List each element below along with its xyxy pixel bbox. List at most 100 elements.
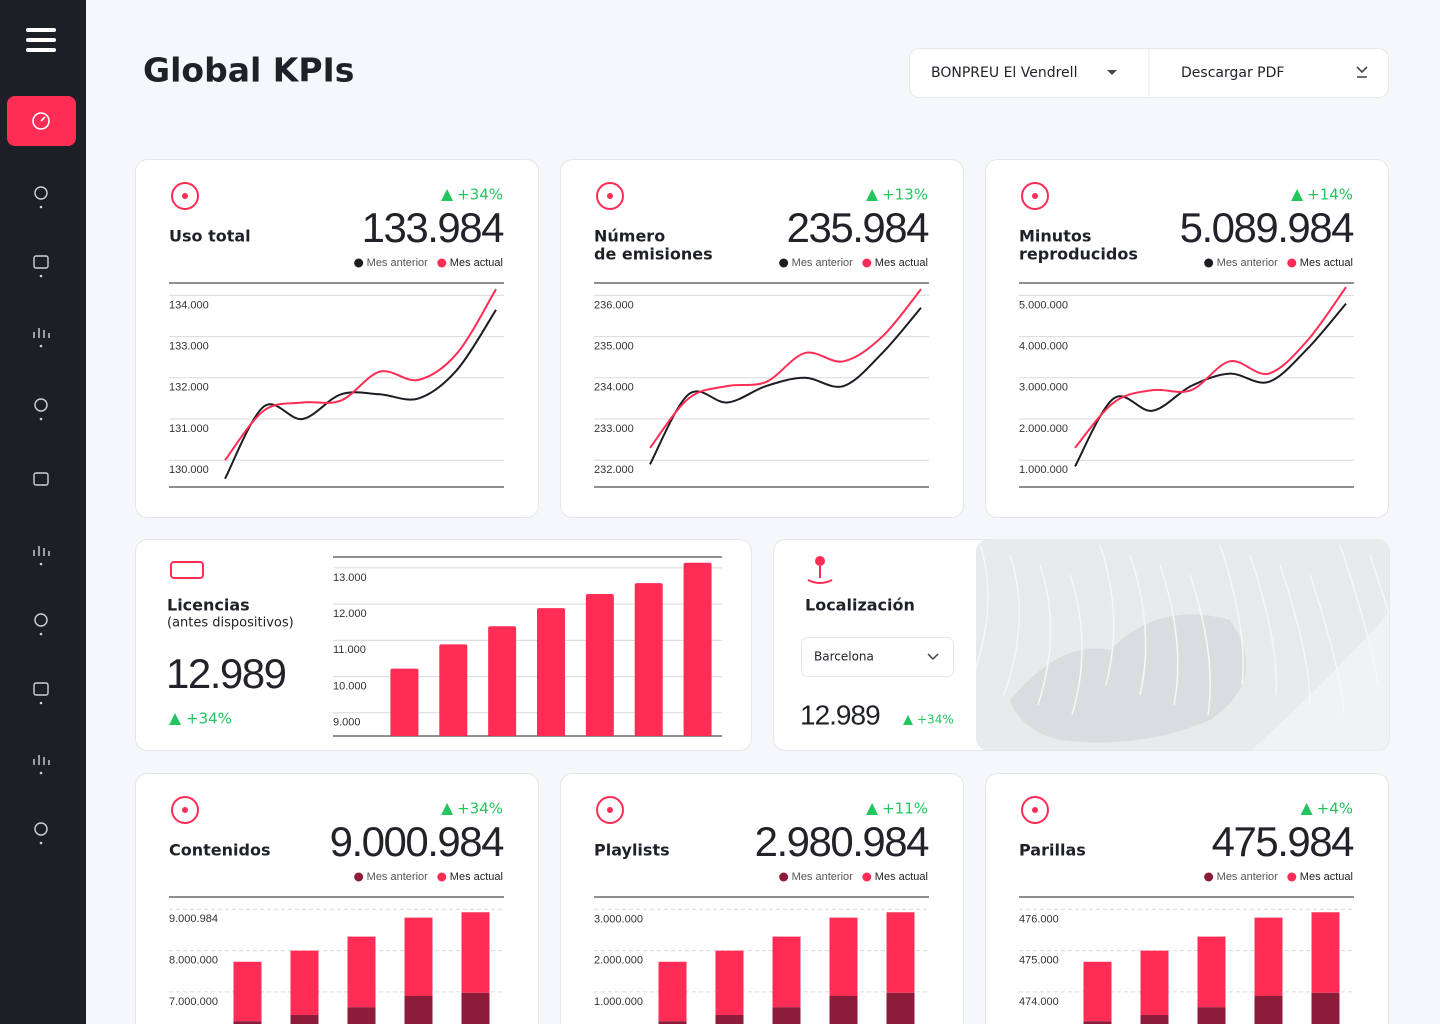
legend-dot [354, 258, 364, 268]
bar [537, 608, 565, 736]
bar-segment [347, 1007, 376, 1024]
legend-dot [779, 258, 789, 268]
nav-item[interactable] [34, 398, 48, 421]
card-title: Parillas [1019, 841, 1086, 860]
nav-item[interactable] [33, 755, 50, 775]
store-select[interactable]: BONPREU El Vendrell [931, 65, 1117, 81]
nav-item[interactable] [33, 328, 50, 348]
nav-icon [33, 472, 49, 486]
legend-dot [862, 258, 872, 268]
change-arrow [866, 189, 879, 201]
nav-icon [34, 822, 48, 836]
bar-segment [1254, 996, 1283, 1024]
card-icon-dot [1032, 807, 1038, 813]
legend-dot [354, 872, 364, 882]
legend-dot [437, 872, 447, 882]
bar-segment [715, 1014, 744, 1024]
y-tick-label: 10.000 [333, 680, 367, 692]
bar-segment [233, 961, 262, 1022]
y-tick-label: 234.000 [594, 382, 634, 394]
nav-item[interactable] [33, 682, 49, 705]
nav-item[interactable] [33, 546, 50, 566]
bar-segment [772, 936, 801, 1008]
nav-icon [34, 613, 48, 627]
map-road [1037, 564, 1052, 706]
card-icon-dot [607, 193, 613, 199]
nav-item[interactable] [34, 613, 48, 636]
map-road [1309, 574, 1345, 716]
bar-segment [1311, 912, 1340, 993]
bar-segment [1083, 1021, 1112, 1024]
change-arrow [169, 713, 181, 725]
change-value: +14% [1307, 186, 1353, 204]
y-tick-label: 9.000 [333, 717, 361, 729]
map-road [1099, 544, 1115, 686]
card-title: Minutos [1019, 227, 1091, 246]
city-select-label: Barcelona [814, 650, 874, 664]
nav-item[interactable] [33, 255, 49, 278]
card [135, 159, 539, 518]
card [985, 159, 1389, 518]
map-road [1129, 554, 1147, 696]
legend-label: Mes anterior [1217, 257, 1278, 269]
map-road [1249, 554, 1278, 696]
bar-segment [290, 1014, 319, 1024]
nav-item[interactable] [34, 822, 48, 845]
change-value: +34% [457, 800, 503, 818]
sidebar [0, 0, 86, 1024]
change-value: +34% [457, 186, 503, 204]
legend-label: Mes actual [1300, 871, 1353, 883]
y-tick-label: 12.000 [333, 608, 367, 620]
map-road [1069, 574, 1083, 716]
bar-segment [1311, 992, 1340, 1024]
series-line [1074, 286, 1347, 449]
map-road [976, 544, 989, 686]
bar [488, 626, 517, 736]
legend-label: Mes anterior [367, 871, 428, 883]
bar-segment [404, 996, 433, 1024]
y-tick-label: 233.000 [594, 423, 634, 435]
bar [634, 583, 663, 736]
nav-icon [34, 398, 48, 412]
nav-dot [39, 274, 43, 278]
chevron [927, 653, 939, 661]
y-tick-label: 8.000.000 [169, 955, 218, 967]
kpi-value: 9.000.984 [330, 818, 504, 865]
card-title: reproducidos [1019, 245, 1138, 264]
card-title: Playlists [594, 841, 670, 860]
nav-icon [33, 255, 49, 269]
nav-item[interactable] [33, 472, 49, 486]
nav-item[interactable] [34, 186, 48, 209]
bar-segment [886, 912, 915, 993]
map-road [1003, 554, 1020, 696]
bar-segment [658, 961, 687, 1022]
series-line [224, 288, 497, 461]
y-tick-label: 2.000.000 [1019, 423, 1068, 435]
y-tick-label: 1.000.000 [594, 996, 643, 1008]
change-value: +11% [882, 800, 928, 818]
bar-segment [461, 992, 490, 1024]
card-icon [1021, 796, 1049, 824]
card-title: Licencias [167, 596, 250, 615]
y-tick-label: 11.000 [333, 644, 366, 656]
download-icon [1356, 66, 1368, 78]
bar-segment [1140, 1014, 1169, 1024]
map-city [1010, 614, 1246, 743]
nav-dot [39, 562, 43, 566]
card-title: Localización [805, 596, 915, 615]
y-tick-label: 235.000 [594, 340, 634, 352]
legend-dot [1204, 258, 1214, 268]
map[interactable] [970, 539, 1412, 751]
card-icon [170, 561, 204, 579]
legend-label: Mes anterior [1217, 871, 1278, 883]
location-pin-stem [807, 566, 833, 584]
download-button[interactable]: Descargar PDF [1181, 65, 1368, 81]
card-icon [596, 182, 624, 210]
city-select[interactable] [801, 637, 954, 677]
nav-dot [39, 632, 43, 636]
y-tick-label: 236.000 [594, 299, 634, 311]
legend-label: Mes anterior [367, 257, 428, 269]
y-tick-label: 2.000.000 [594, 955, 643, 967]
change-arrow [441, 189, 454, 201]
nav-icon [33, 755, 50, 765]
